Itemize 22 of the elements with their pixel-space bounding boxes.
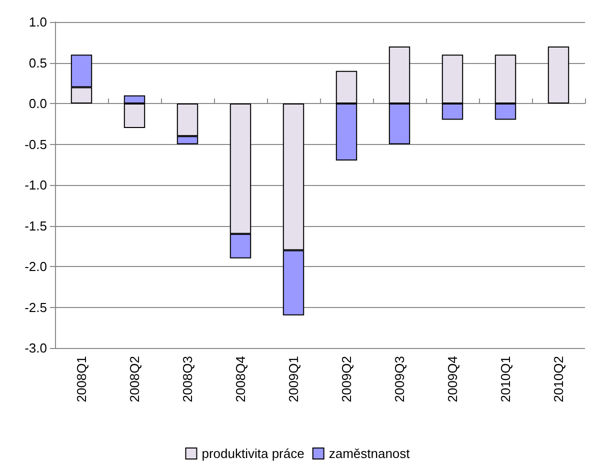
x-tick-label: 2010Q1 — [498, 356, 513, 402]
legend-label: zaměstnanost — [328, 446, 410, 461]
y-tick-label: 0.0 — [28, 96, 47, 111]
y-tick-label: -3.0 — [24, 340, 47, 356]
x-tick-label: 2008Q2 — [127, 356, 142, 402]
x-tick-label: 2008Q3 — [180, 356, 195, 402]
y-tick-label: 0.5 — [28, 55, 47, 70]
x-tick-label: 2010Q2 — [551, 356, 566, 402]
y-tick-label: 1.0 — [28, 14, 47, 30]
y-tick-label: -1.0 — [24, 178, 47, 192]
y-tick-label: -0.5 — [24, 136, 47, 152]
y-tick-label: -2.0 — [24, 259, 47, 274]
y-tick-label: -2.5 — [24, 300, 47, 315]
x-tick-label: 2008Q4 — [233, 356, 248, 402]
x-tick-label: 2009Q3 — [392, 356, 407, 402]
bar — [548, 46, 570, 104]
x-tick-label: 2008Q1 — [74, 356, 89, 402]
x-tick-label: 2009Q1 — [286, 356, 301, 402]
x-tick-label: 2009Q2 — [339, 356, 354, 402]
y-tick-label: -1.5 — [24, 218, 47, 234]
x-tick-label: 2009Q4 — [445, 356, 460, 402]
legend-label: produktivita práce — [202, 446, 304, 461]
